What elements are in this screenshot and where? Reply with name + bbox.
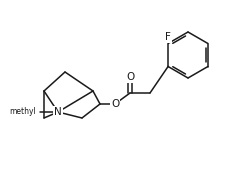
Text: N: N [54, 107, 62, 117]
Text: O: O [111, 99, 119, 109]
Text: F: F [165, 32, 171, 42]
Text: methyl: methyl [9, 107, 36, 116]
Text: O: O [126, 72, 134, 82]
